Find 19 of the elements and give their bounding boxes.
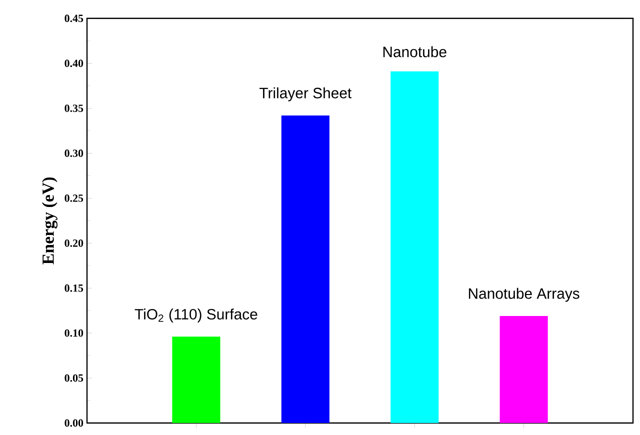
- y-tick-label: 0.30: [64, 150, 84, 157]
- x-tick-label: Trilayer Sheet: [260, 87, 352, 102]
- y-tick-label: 0.00: [64, 419, 84, 427]
- y-tick-label: 0.45: [64, 14, 84, 22]
- y-tick-label: 0.10: [64, 329, 84, 337]
- bar: [500, 316, 548, 423]
- y-axis-title: Energy (eV): [42, 177, 58, 264]
- x-tick-label: Nanotube: [383, 46, 446, 58]
- y-tick-label: 0.15: [64, 284, 84, 292]
- y-tick-label: 0.40: [64, 60, 84, 68]
- y-tick-label: 0.20: [64, 239, 84, 247]
- bar: [390, 71, 439, 423]
- y-tick-label: 0.05: [64, 374, 84, 382]
- bar: [281, 115, 330, 423]
- y-tick-label: 0.35: [64, 104, 84, 112]
- x-tick-label: Nanotube Arrays: [468, 288, 580, 302]
- x-tick-label: TiO$_{2}$ (110) Surface: [134, 308, 258, 322]
- bar: [172, 336, 220, 423]
- y-tick-label: 0.25: [64, 194, 84, 202]
